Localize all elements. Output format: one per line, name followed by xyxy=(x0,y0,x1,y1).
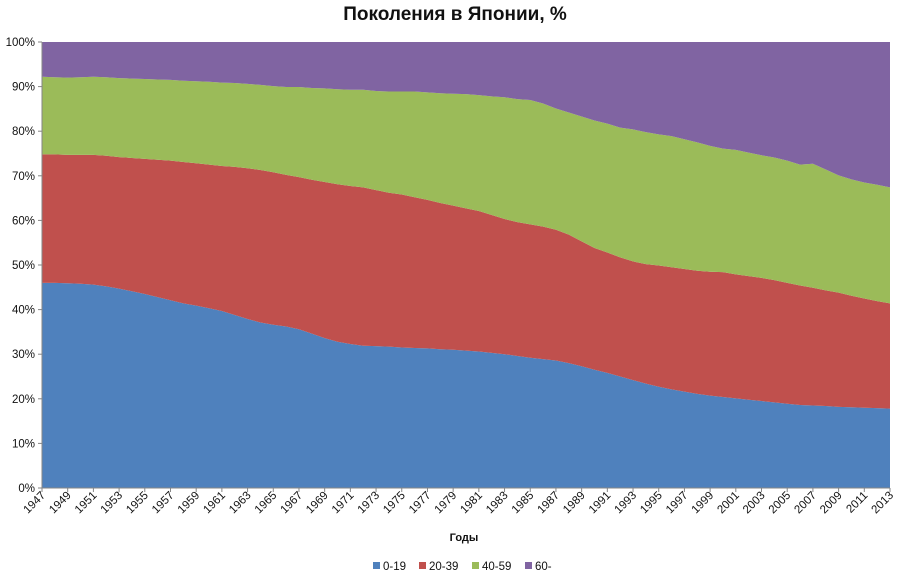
area-series-0-19 xyxy=(42,282,890,488)
x-tick-label: 1955 xyxy=(124,490,151,517)
chart-title: Поколения в Японии, % xyxy=(343,4,567,25)
x-tick-label: 1985 xyxy=(510,490,537,517)
legend-swatch-20-39 xyxy=(419,562,426,569)
x-tick-label: 1977 xyxy=(407,490,434,517)
x-tick-label: 2011 xyxy=(844,490,870,516)
x-tick-label: 1961 xyxy=(201,490,228,517)
x-tick-label: 1999 xyxy=(690,490,717,517)
legend: 0-19 20-39 40-59 60- xyxy=(373,561,552,573)
x-tick-label: 1989 xyxy=(561,490,588,517)
areas-layer xyxy=(42,42,890,488)
y-tick-label: 20% xyxy=(12,394,35,406)
x-tick-label: 1973 xyxy=(356,490,383,517)
area-series-20-39 xyxy=(42,154,890,409)
x-tick-label: 1949 xyxy=(47,490,74,517)
x-axis-title: Годы xyxy=(450,532,479,544)
x-tick-label: 1953 xyxy=(99,490,126,517)
x-tick-label: 1975 xyxy=(381,490,408,517)
x-tick-label: 1957 xyxy=(150,490,177,517)
y-tick-label: 60% xyxy=(12,215,35,227)
x-tick-label: 1951 xyxy=(73,490,100,517)
y-tick-label: 90% xyxy=(12,82,35,94)
y-tick-label: 30% xyxy=(12,349,35,361)
x-tick-label: 1997 xyxy=(664,490,691,517)
x-tick-label: 1987 xyxy=(535,490,562,517)
x-tick-label: 1965 xyxy=(253,490,280,517)
x-tick-label: 1971 xyxy=(330,490,357,517)
x-tick-label: 2009 xyxy=(818,490,845,517)
x-tick-label: 2005 xyxy=(767,490,794,517)
legend-label-40-59: 40-59 xyxy=(482,561,511,573)
y-tick-label: 100% xyxy=(6,37,35,49)
x-tick-label: 2007 xyxy=(792,490,819,517)
x-tick-label: 1995 xyxy=(638,490,665,517)
y-tick-label: 10% xyxy=(12,438,35,450)
y-tick-label: 80% xyxy=(12,126,35,138)
legend-swatch-40-59 xyxy=(472,562,479,569)
area-series-60- xyxy=(42,42,890,188)
x-ticks-layer: 1947 1949 1951 1953 1955 1957 1959 1961 1963 1965… xyxy=(22,488,897,517)
area-series-40-59 xyxy=(42,76,890,304)
legend-label-20-39: 20-39 xyxy=(429,561,458,573)
y-tick-label: 50% xyxy=(12,260,35,272)
y-tick-label: 0% xyxy=(18,483,35,495)
x-tick-label: 1967 xyxy=(279,490,306,517)
legend-label-0-19: 0-19 xyxy=(383,561,406,573)
x-tick-label: 1959 xyxy=(176,490,203,517)
legend-swatch-60- xyxy=(525,562,532,569)
y-ticks-layer: 0% 10% 20% 30% 40% 50% 60% 70% 80% 90% 100% xyxy=(6,37,42,495)
x-tick-label: 2013 xyxy=(870,490,897,517)
y-tick-label: 70% xyxy=(12,171,35,183)
x-tick-label: 1979 xyxy=(433,490,460,517)
x-tick-label: 2003 xyxy=(741,490,768,517)
x-tick-label: 1993 xyxy=(613,490,640,517)
x-tick-label: 1963 xyxy=(227,490,254,517)
x-tick-label: 1981 xyxy=(458,490,485,517)
x-tick-label: 1969 xyxy=(304,490,331,517)
x-tick-label: 1983 xyxy=(484,490,511,517)
legend-label-60-: 60- xyxy=(535,561,552,573)
legend-swatch-0-19 xyxy=(373,562,380,569)
x-tick-label: 2001 xyxy=(715,490,742,517)
y-tick-label: 40% xyxy=(12,305,35,317)
x-tick-label: 1991 xyxy=(587,490,614,517)
